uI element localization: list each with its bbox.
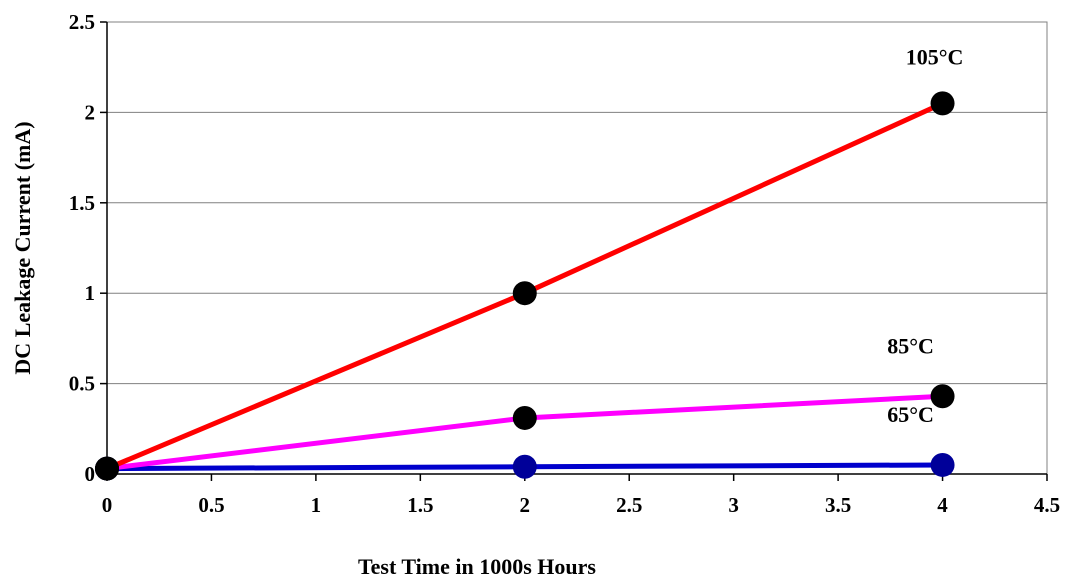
data-point bbox=[930, 452, 955, 477]
axes bbox=[100, 21, 1048, 481]
x-tick-label: 4.5 bbox=[1034, 493, 1060, 517]
data-point bbox=[930, 91, 955, 116]
x-tick-label: 3.5 bbox=[825, 493, 851, 517]
grid-lines bbox=[107, 21, 1047, 385]
x-tick-label: 0 bbox=[102, 493, 113, 517]
x-axis-title: Test Time in 1000s Hours bbox=[358, 554, 596, 579]
series-label: 105°C bbox=[906, 44, 964, 69]
x-tick-label: 2.5 bbox=[616, 493, 642, 517]
data-point bbox=[512, 405, 537, 430]
series-labels: 105°C 85°C 65°C bbox=[887, 44, 963, 427]
data-point bbox=[95, 456, 119, 481]
series-label: 65°C bbox=[887, 402, 934, 427]
x-tick-labels: 0 0.5 1 1.5 2 2.5 3 3.5 4 4.5 bbox=[102, 493, 1060, 517]
y-tick-label: 0 bbox=[85, 462, 96, 486]
x-tick-label: 0.5 bbox=[198, 493, 224, 517]
y-axis-title: DC Leakage Current (mA) bbox=[10, 121, 35, 374]
y-tick-label: 2 bbox=[85, 100, 96, 124]
x-tick-label: 4 bbox=[937, 493, 948, 517]
data-point bbox=[930, 384, 955, 409]
series-group bbox=[95, 91, 955, 481]
x-tick-label: 1.5 bbox=[407, 493, 433, 517]
data-point bbox=[512, 281, 537, 306]
x-tick-label: 1 bbox=[311, 493, 322, 517]
y-tick-labels: 0 0.5 1 1.5 2 2.5 bbox=[69, 10, 95, 486]
series-label: 85°C bbox=[887, 333, 934, 358]
y-tick-label: 2.5 bbox=[69, 10, 95, 34]
x-tick-label: 2 bbox=[520, 493, 531, 517]
x-tick-label: 3 bbox=[728, 493, 739, 517]
y-tick-label: 0.5 bbox=[69, 372, 95, 396]
data-point bbox=[512, 454, 537, 479]
y-tick-label: 1 bbox=[85, 281, 96, 305]
y-tick-label: 1.5 bbox=[69, 191, 95, 215]
